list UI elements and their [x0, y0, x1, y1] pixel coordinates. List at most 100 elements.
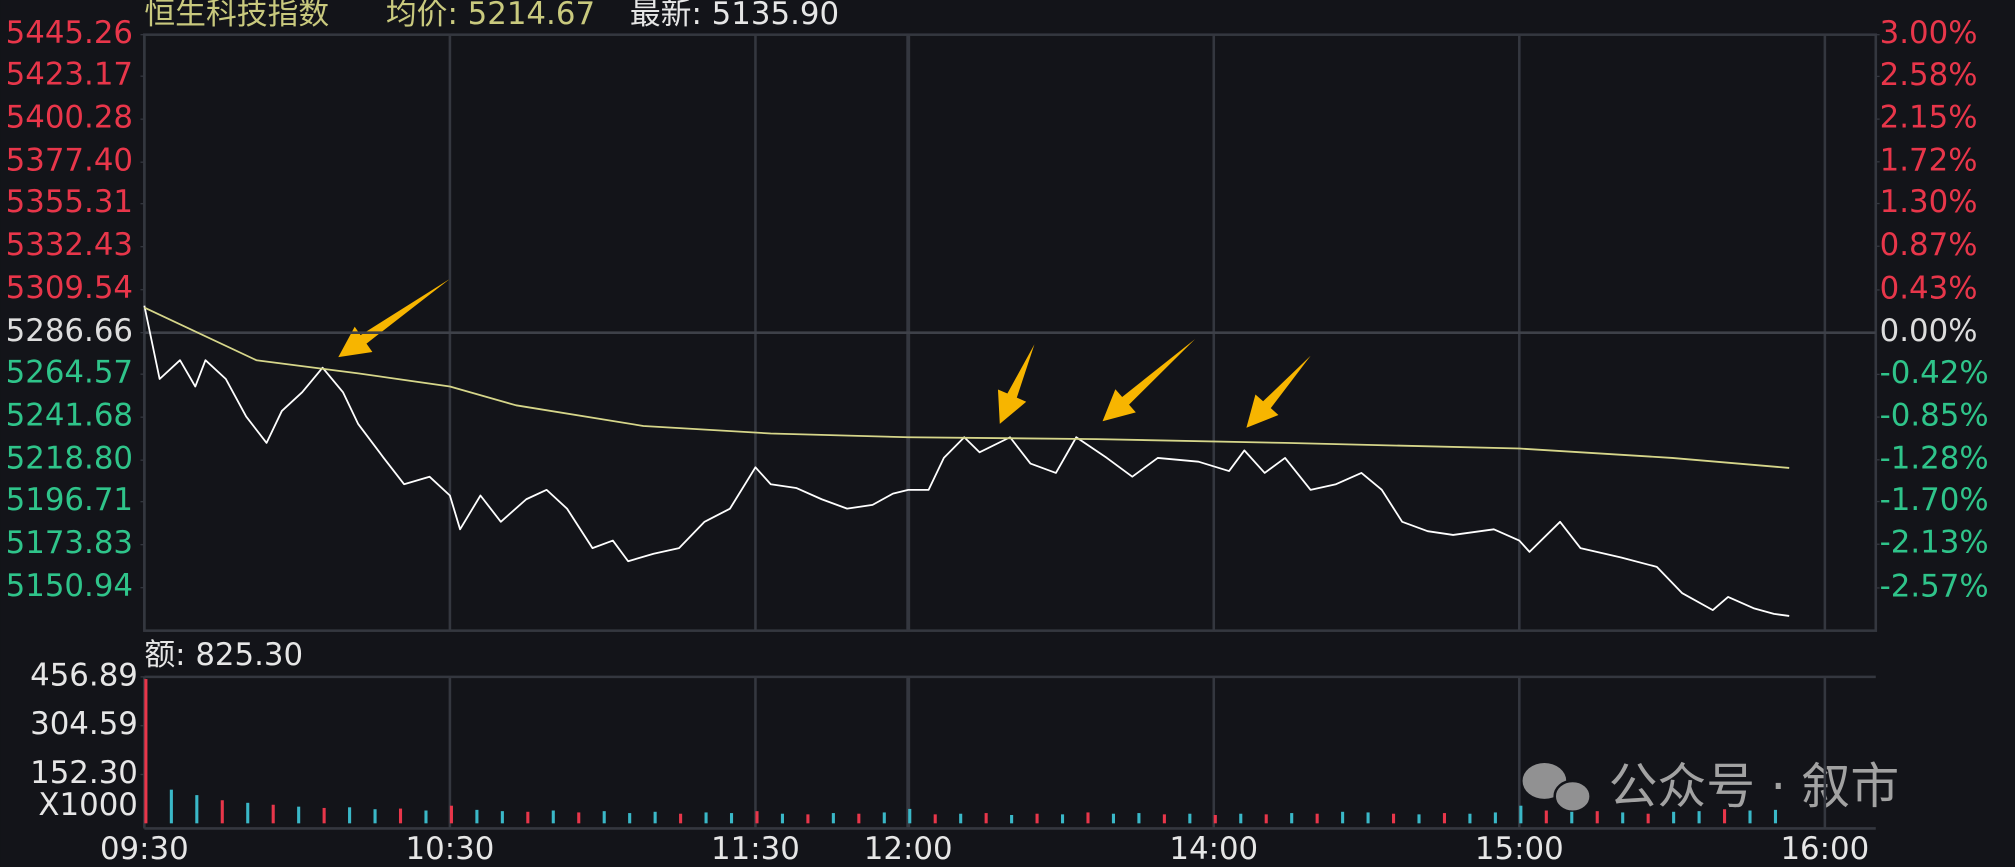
- volume-bar: [551, 810, 555, 824]
- latest-label: 最新: 5135.90: [630, 0, 839, 32]
- volume-bar: [1060, 814, 1065, 824]
- price-line: [143, 306, 1790, 469]
- arrow: [1246, 355, 1311, 428]
- y-tick-label: 5264.57: [6, 355, 133, 391]
- volume-bar: [831, 813, 835, 824]
- watermark: 公众号 · 叙市: [1609, 758, 1900, 815]
- volume-bar: [1646, 813, 1650, 824]
- volume-bar: [1290, 813, 1294, 824]
- volume-bar: [1086, 812, 1090, 824]
- y-tick-label: 5196.71: [6, 482, 133, 518]
- volume-bar: [959, 813, 963, 824]
- y2-tick-label: -1.28%: [1880, 440, 1989, 476]
- y-tick-label: 5400.28: [6, 100, 133, 136]
- x-tick-label: 12:00: [864, 831, 953, 867]
- volume-bar: [704, 812, 708, 824]
- volume-bar: [1239, 813, 1243, 824]
- y2-tick-label: -2.57%: [1880, 568, 1989, 604]
- y-tick-label: 5241.68: [6, 398, 133, 434]
- volume-bar: [526, 811, 530, 824]
- volume-bar: [1570, 811, 1574, 824]
- price-line: [143, 305, 1790, 617]
- volume-bar: [1392, 813, 1396, 824]
- y2-tick-label: 3.00%: [1880, 15, 1978, 51]
- volume-bar: [908, 808, 912, 824]
- y-tick-label: 5309.54: [6, 270, 133, 306]
- volume-bar: [653, 811, 657, 824]
- icon-bubble: [1553, 779, 1592, 814]
- volume-bar: [857, 813, 861, 824]
- y-tick-label: 5355.31: [6, 184, 133, 220]
- volume-bar: [1621, 812, 1625, 824]
- y-tick-label: 5218.80: [6, 441, 133, 477]
- volume-bar: [1468, 813, 1472, 824]
- volume-tick-label: 152.30: [30, 755, 138, 791]
- volume-bar: [424, 810, 428, 824]
- x-tick-label: 15:00: [1475, 831, 1564, 867]
- y-tick-label: 5150.94: [6, 568, 133, 604]
- arrow: [338, 278, 451, 358]
- annotation-arrows: [338, 278, 1311, 428]
- volume-bar: [1519, 805, 1523, 824]
- y-tick-label: 5423.17: [6, 57, 133, 93]
- volume-tick-label: 304.59: [30, 706, 138, 742]
- volume-bar: [1213, 814, 1217, 824]
- volume-bar: [628, 813, 632, 824]
- volume-bar: [1010, 814, 1014, 824]
- volume-unit: X1000: [38, 787, 138, 823]
- y2-tick-label: 0.00%: [1880, 313, 1978, 349]
- y2-tick-label: 2.58%: [1880, 57, 1978, 93]
- volume-bar: [373, 809, 377, 824]
- volume-bar: [1723, 809, 1727, 824]
- volume-tick-label: 456.89: [30, 657, 138, 693]
- volume-bar: [602, 811, 606, 824]
- volume-bar: [1111, 813, 1116, 824]
- watermark-icon: [1522, 762, 1592, 814]
- y2-tick-label: 1.30%: [1880, 184, 1978, 220]
- volume-bar: [1366, 812, 1370, 824]
- x-tick-label: 16:00: [1780, 831, 1869, 867]
- volume-bar: [1595, 811, 1599, 824]
- volume-bar: [1748, 810, 1752, 824]
- volume-bar: [1341, 811, 1345, 824]
- volume-bar: [246, 802, 250, 824]
- arrow: [1102, 339, 1196, 422]
- volume-bar: [755, 811, 759, 824]
- volume-bar: [169, 789, 173, 824]
- volume-bar: [220, 800, 224, 824]
- arrow: [997, 344, 1035, 424]
- y2-tick-label: -0.42%: [1880, 355, 1989, 391]
- y2-tick-label: 1.72%: [1880, 142, 1978, 178]
- y-tick-label: 5173.83: [6, 525, 133, 561]
- volume-bar: [1315, 813, 1319, 824]
- volume-bar: [398, 808, 403, 824]
- volume-bar: [1442, 813, 1447, 824]
- volume-bar: [1697, 811, 1701, 824]
- y2-tick-label: 0.43%: [1880, 270, 1978, 306]
- volume-bar: [1188, 813, 1192, 824]
- volume-title: 额: 825.30: [144, 637, 303, 673]
- volume-bar: [1035, 813, 1039, 824]
- x-tick-label: 10:30: [406, 831, 495, 867]
- volume-bar: [933, 814, 937, 824]
- volume-bar: [195, 795, 199, 824]
- y2-tick-label: 2.15%: [1880, 100, 1978, 136]
- volume-bar: [984, 813, 988, 824]
- volume-bar: [449, 805, 453, 824]
- volume-bar: [1544, 810, 1548, 824]
- y2-tick-label: -1.70%: [1880, 482, 1989, 518]
- volume-bar: [475, 809, 479, 824]
- x-tick-label: 09:30: [100, 831, 189, 867]
- volume-bar: [144, 679, 148, 824]
- y-tick-label: 5377.40: [6, 143, 133, 179]
- volume-bar: [1137, 813, 1141, 824]
- volume-bar: [806, 814, 810, 824]
- volume-bar: [1773, 809, 1778, 824]
- volume-bar: [679, 813, 683, 824]
- volume-bar: [322, 807, 326, 824]
- volume-bar: [500, 811, 504, 824]
- y-tick-label: 5286.66: [6, 313, 133, 349]
- volume-bar: [1162, 814, 1166, 824]
